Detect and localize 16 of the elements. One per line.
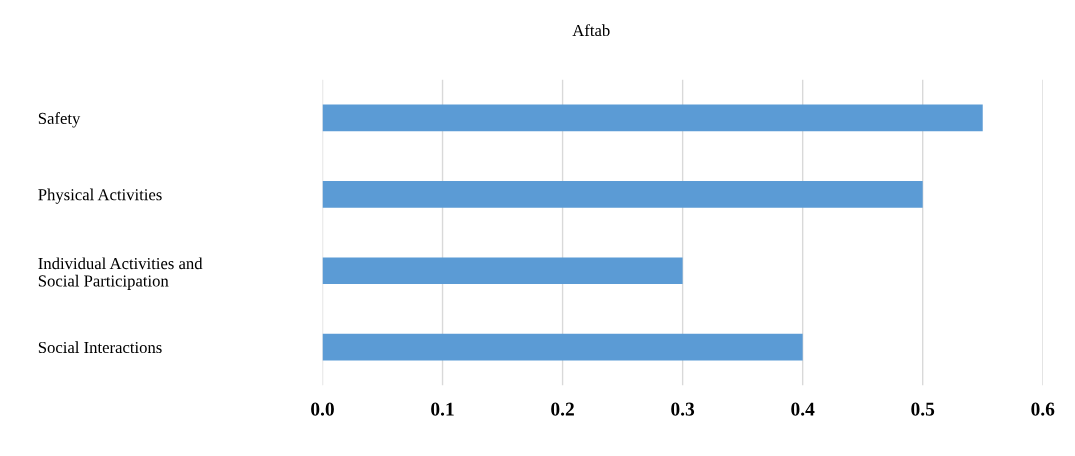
- y-tick-label: Social Interactions: [38, 341, 162, 354]
- x-tick-label: 0.0: [311, 402, 334, 416]
- bar: [322, 333, 803, 361]
- chart-title: Aftab: [572, 24, 610, 37]
- y-tick-label: Safety: [38, 112, 81, 128]
- x-tick-label: 0.3: [671, 402, 695, 416]
- x-tick-label: 0.4: [791, 402, 815, 416]
- x-tick-label: 0.5: [911, 402, 935, 416]
- x-tick-label: 0.6: [1031, 402, 1055, 416]
- x-tick-label: 0.1: [431, 402, 454, 416]
- bar: [322, 257, 683, 285]
- bar: [322, 104, 983, 132]
- x-tick-label: 0.2: [551, 402, 574, 416]
- y-tick-label: Physical Activities: [38, 188, 162, 204]
- y-tick-label: Individual Activities and Social Participation: [38, 257, 203, 290]
- bar: [322, 181, 923, 208]
